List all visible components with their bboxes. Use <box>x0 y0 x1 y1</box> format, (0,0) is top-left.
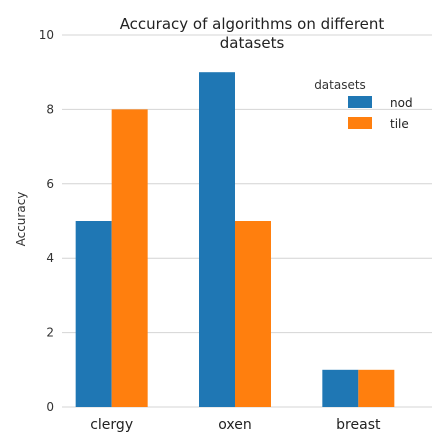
bar-nod-breast <box>322 369 359 407</box>
x-tick-label: oxen <box>218 417 251 433</box>
chart-title-line1: Accuracy of algorithms on different <box>120 15 385 33</box>
legend-label-tile: tile <box>390 117 409 131</box>
bar-tile-clergy <box>111 109 148 408</box>
y-tick-label: 8 <box>46 102 54 116</box>
chart-title-line2: datasets <box>220 34 285 52</box>
y-tick-label: 6 <box>46 177 54 191</box>
y-tick-label: 10 <box>39 28 54 42</box>
y-axis-label: Accuracy <box>14 192 28 247</box>
legend-label-nod: nod <box>390 96 413 110</box>
bar-tile-oxen <box>235 221 271 407</box>
x-tick-label: clergy <box>90 417 133 433</box>
bars <box>75 72 395 408</box>
legend-swatch-nod <box>348 96 372 108</box>
x-tick-label: breast <box>336 417 381 433</box>
bar-nod-clergy <box>75 221 112 407</box>
y-tick-label: 0 <box>46 400 54 414</box>
legend-title: datasets <box>314 78 366 92</box>
y-tick-label: 4 <box>46 251 54 265</box>
category-labels: clergy oxen breast <box>90 417 381 433</box>
y-tick-label: 2 <box>46 326 54 340</box>
legend: datasets nod tile <box>314 78 412 131</box>
bar-nod-oxen <box>199 72 235 407</box>
bar-tile-breast <box>358 369 395 407</box>
legend-swatch-tile <box>348 117 372 129</box>
y-tick-labels: 0 2 4 6 8 10 <box>39 28 54 414</box>
